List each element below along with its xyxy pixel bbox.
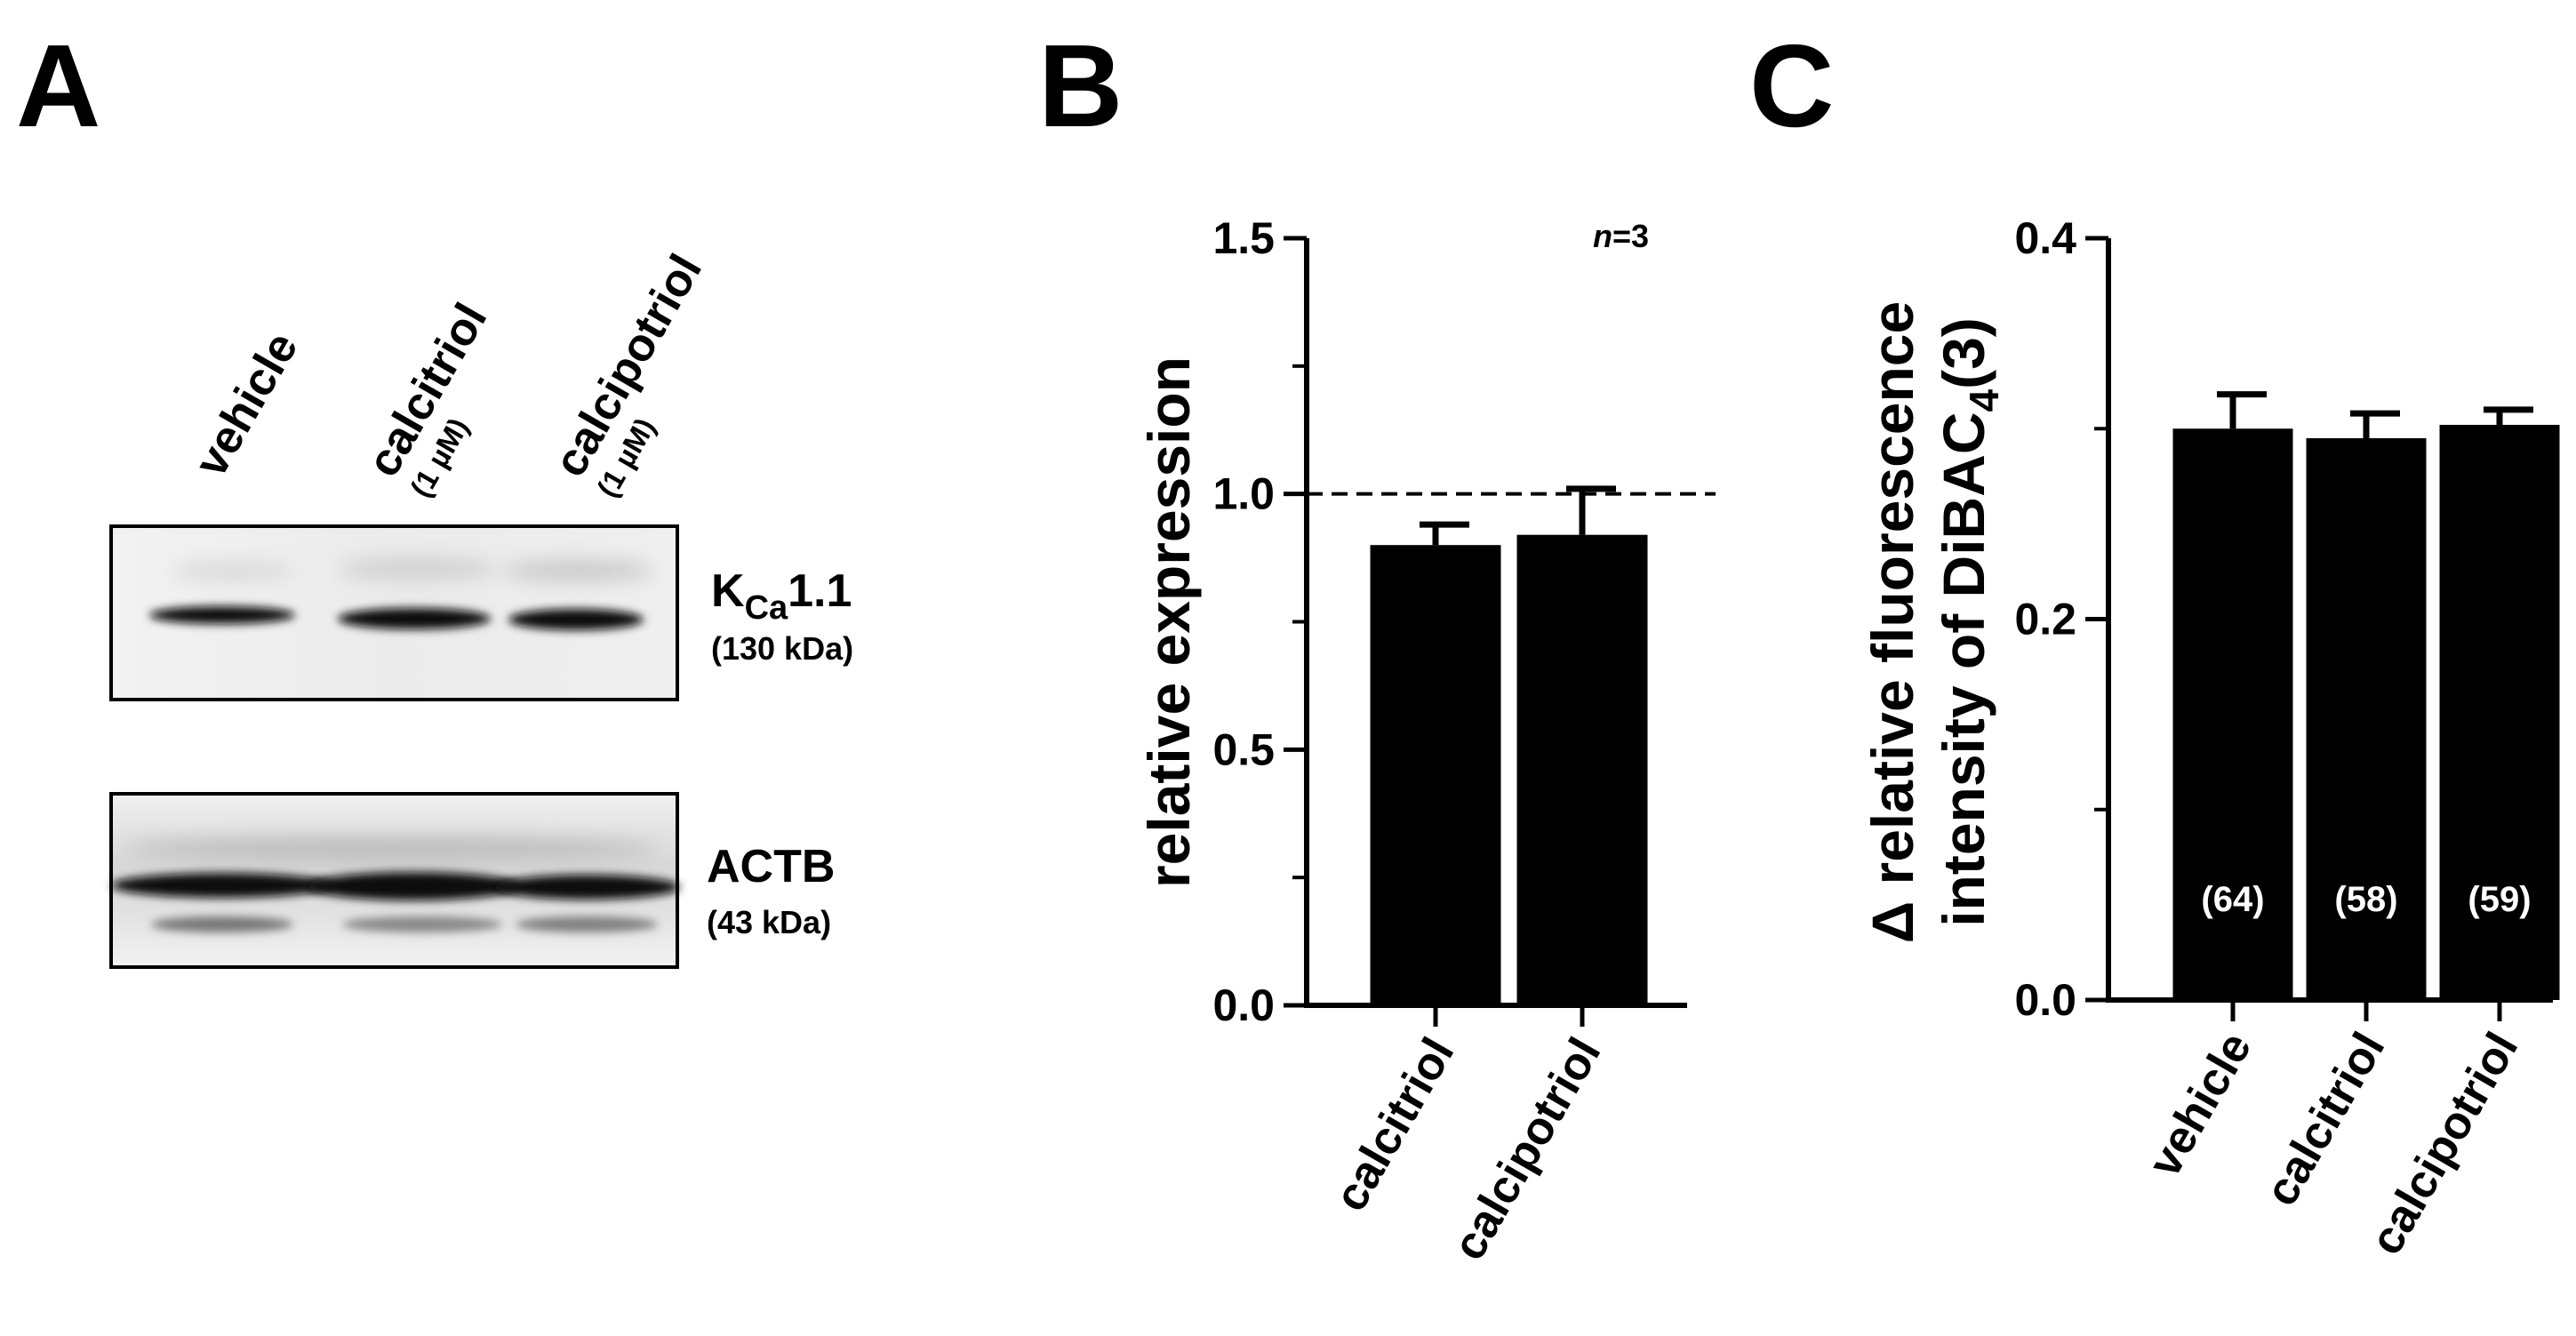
blot-frame [109,792,679,969]
blot-band [111,873,333,898]
bar [2306,437,2427,1000]
category-label: calcitriol [1324,1029,1464,1220]
blot-label-actb: ACTB [707,841,835,892]
lane-label-calcipotriol: calcipotriol (1 µM) [544,246,712,503]
blot-smear [502,560,653,581]
panel-c-letter: C [1749,20,1834,151]
n-annotation: n=3 [1593,218,1649,254]
bar-count-label: (58) [2334,880,2397,919]
bar [1370,545,1501,1005]
blot-band [149,606,295,624]
y-tick-label: 0.5 [1212,724,1275,774]
blot-band [151,916,293,932]
blot-smear [338,558,498,580]
lane-label-calcitriol: calcitriol (1 µM) [357,295,497,503]
blot-band [338,608,491,629]
y-tick-label: 0.2 [2014,595,2076,644]
blot-band [493,875,680,900]
category-label: calcitriol [2255,1024,2395,1214]
y-tick-label: 0.0 [2014,975,2076,1025]
blot-mw-kca11: (130 kDa) [711,630,853,667]
blot-band [508,609,644,630]
y-axis-title-line1: Δ relative fluorescence [1860,301,1925,943]
blot-band [307,872,520,900]
blot-band [342,916,502,932]
y-tick-label: 0.0 [1212,980,1275,1030]
y-axis-title: relative expression [1136,356,1202,888]
category-label: calcipotriol [1443,1029,1611,1268]
bar-count-label: (59) [2468,880,2531,919]
blot-smear [171,564,295,580]
blot-label-kca11: KCa1.1 [711,565,852,627]
panel-a-letter: A [16,20,100,151]
y-tick-label: 0.4 [2014,213,2076,263]
blot-kca11 [109,524,679,701]
blot-actb [109,792,680,969]
bar [2172,428,2293,1000]
blot-smear [124,836,658,861]
category-label: vehicle [2139,1024,2261,1186]
y-tick-label: 1.5 [1212,213,1275,263]
bar-count-label: (64) [2201,880,2264,919]
blot-frame [109,524,679,701]
chart-c: 0.00.20.4vehicle(64)calcitriol(58)calcip… [1860,213,2560,1263]
y-tick-label: 1.0 [1212,469,1275,519]
bar [2439,424,2560,1001]
blot-band [516,916,658,932]
blot-mw-actb: (43 kDa) [707,904,831,940]
y-axis-title-line2: intensity of DiBAC4(3) [1931,317,2007,927]
bar [1516,534,1648,1005]
lane-label: vehicle [185,324,308,485]
lane-label-vehicle: vehicle [185,324,308,485]
panel-b-letter: B [1038,20,1123,151]
